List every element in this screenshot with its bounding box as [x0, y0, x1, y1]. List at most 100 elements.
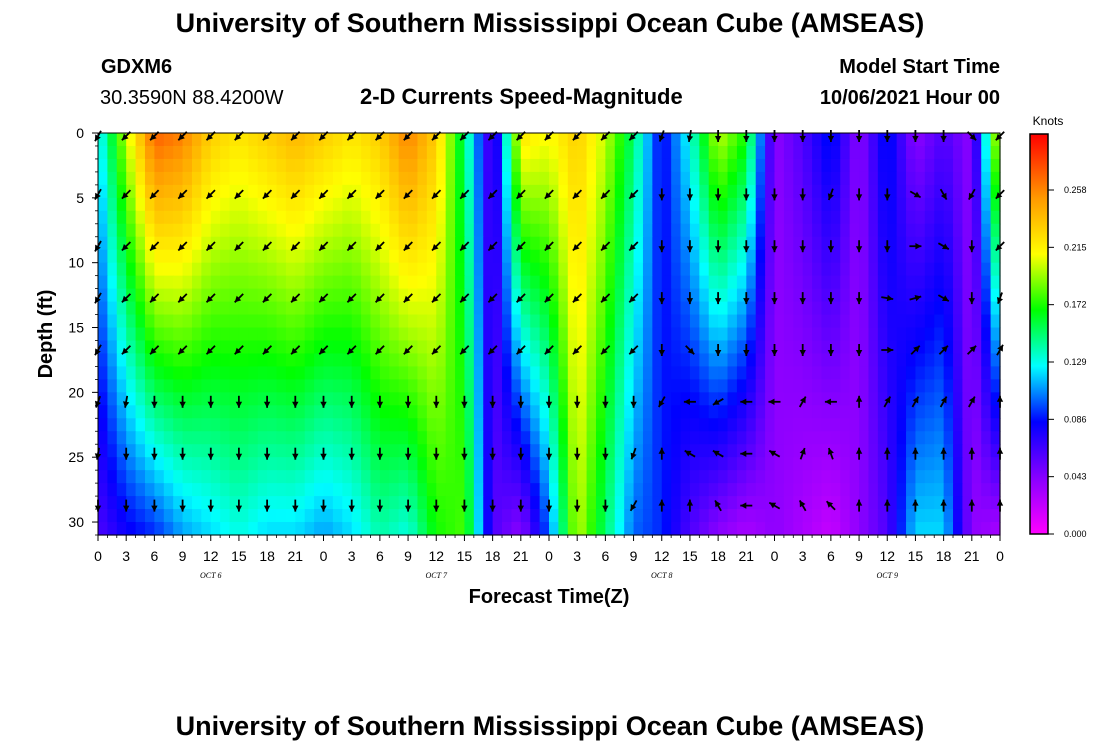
heat-cell [98, 158, 108, 173]
heat-cell [859, 184, 870, 199]
heat-cell [671, 184, 682, 199]
heat-cell [455, 444, 466, 458]
heat-cell [201, 145, 212, 160]
current-arrow [572, 293, 583, 303]
heat-cell [859, 314, 870, 329]
heat-cell [577, 301, 588, 316]
arrow-head [207, 401, 214, 408]
heat-cell [248, 431, 259, 445]
heat-cell [238, 340, 249, 355]
heat-cell [361, 210, 372, 225]
heat-cell [539, 223, 550, 238]
heat-cell [840, 340, 851, 355]
heat-cell [746, 236, 757, 251]
heat-cell [530, 236, 541, 251]
heat-cell [342, 197, 353, 212]
heat-cell [351, 457, 362, 471]
heat-cell [877, 340, 888, 355]
heat-cell [652, 379, 663, 393]
heat-cell [483, 366, 494, 380]
heat-cell [332, 470, 343, 484]
heat-cell [314, 444, 325, 458]
heat-cell [173, 353, 184, 368]
colorbar-label: 0.000 [1064, 529, 1087, 539]
heat-cell [868, 171, 879, 186]
heat-cell [633, 470, 644, 484]
heat-cell [248, 236, 259, 251]
heat-cell [182, 470, 193, 484]
current-arrow [658, 188, 665, 201]
arrow-head [291, 192, 298, 199]
arrow-head [942, 295, 949, 302]
heat-cell [727, 133, 738, 147]
heat-cell [492, 522, 503, 536]
heat-cell [361, 236, 372, 251]
heat-cell [210, 457, 221, 471]
heat-cell [812, 262, 823, 277]
current-arrow [827, 240, 835, 253]
heat-cell [502, 145, 513, 160]
heat-cell [173, 145, 184, 160]
heat-cell [257, 431, 268, 445]
heat-cell [455, 431, 466, 445]
heat-cell [887, 249, 898, 264]
heat-cell [830, 379, 841, 393]
heat-cell [802, 509, 813, 523]
current-arrow [743, 240, 750, 253]
heat-cell [736, 210, 747, 225]
heat-cell [267, 262, 278, 277]
heat-cell [285, 457, 296, 471]
heat-cell [802, 223, 813, 238]
current-arrow [404, 499, 412, 512]
arrow-head [714, 194, 722, 201]
heat-cell [577, 483, 588, 497]
heat-cell [285, 275, 296, 290]
heat-cell [915, 366, 926, 380]
heat-cell [389, 197, 400, 212]
heat-cell [530, 483, 541, 497]
heat-cell [765, 353, 776, 368]
heat-cell [896, 145, 907, 160]
heat-cell [201, 262, 212, 277]
current-arrow [574, 447, 581, 460]
heat-cell [473, 366, 484, 380]
heat-cell [492, 145, 503, 160]
heat-cell [389, 158, 400, 173]
heat-cell [849, 275, 860, 290]
heat-cell [398, 327, 409, 342]
heat-cell [483, 405, 494, 419]
heat-cell [502, 197, 513, 212]
heat-cell [783, 158, 794, 173]
heat-cell [821, 133, 832, 147]
heat-cell [746, 133, 757, 147]
heat-cell [577, 379, 588, 393]
heat-cell [464, 210, 475, 225]
heat-cell [210, 171, 221, 186]
heat-cell [586, 340, 597, 355]
heat-cell [934, 470, 945, 484]
heat-cell [595, 340, 606, 355]
heat-cell [173, 483, 184, 497]
heat-cell [285, 522, 296, 536]
current-arrow [515, 293, 526, 303]
heatmap-cells [98, 133, 1001, 536]
heat-cell [351, 496, 362, 510]
current-arrow [263, 447, 271, 460]
heat-cell [953, 314, 964, 329]
heat-cell [962, 340, 973, 355]
heat-cell [408, 353, 419, 368]
heat-cell [765, 171, 776, 186]
heat-cell [520, 418, 531, 432]
arrow-head [348, 401, 355, 408]
heat-cell [671, 353, 682, 368]
heat-cell [201, 470, 212, 484]
heat-cell [323, 405, 334, 419]
heat-cell [370, 457, 381, 471]
heat-cell [830, 327, 841, 342]
heat-cell [727, 262, 738, 277]
heat-cell [351, 522, 362, 536]
heat-cell [229, 197, 240, 212]
current-arrow [461, 499, 468, 512]
heat-cell [821, 288, 832, 303]
heat-cell [953, 145, 964, 160]
